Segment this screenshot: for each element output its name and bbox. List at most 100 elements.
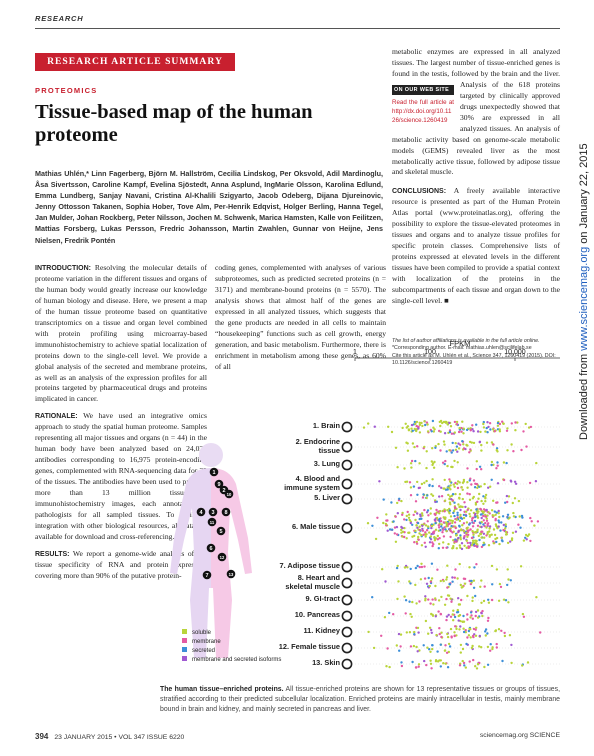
dot (485, 508, 488, 512)
dot (516, 421, 519, 424)
dot (470, 646, 474, 650)
dot (480, 525, 483, 529)
dot (460, 505, 463, 508)
dot (539, 631, 542, 634)
tissue-label: 3. Lung (248, 460, 340, 468)
dot (522, 615, 526, 618)
notice-text: Downloaded from (578, 350, 590, 440)
dot (484, 496, 487, 499)
dot (451, 493, 455, 496)
tissue-label: 11. Kidney (248, 627, 340, 635)
dot (414, 666, 418, 669)
dot (448, 583, 452, 586)
marker-label: 8 (224, 510, 227, 516)
section-lead: CONCLUSIONS: (392, 188, 447, 196)
dot (471, 541, 475, 545)
dot (429, 580, 432, 583)
dot (436, 650, 439, 653)
dot (485, 426, 488, 430)
dot (417, 535, 420, 539)
dot (396, 512, 399, 515)
dot (510, 480, 513, 483)
web-box-link[interactable]: Read the full article at http://dx.doi.o… (392, 99, 454, 124)
note: *Corresponding author. E-mail: mathias.u… (392, 345, 532, 352)
dot (498, 582, 502, 586)
dot (486, 663, 490, 666)
dot (385, 665, 388, 668)
dot (495, 646, 498, 649)
dot (456, 608, 459, 612)
dot (459, 643, 463, 647)
dot (459, 651, 462, 654)
legend-label: membrane (192, 639, 221, 645)
dot (461, 440, 464, 443)
dot (462, 620, 466, 623)
dot (427, 514, 430, 517)
dot (504, 525, 507, 528)
dot (480, 499, 483, 503)
dot (409, 567, 412, 571)
tissue-label-line: 4. Blood and (295, 474, 340, 484)
dot (465, 443, 468, 447)
dot (412, 485, 416, 488)
dot (434, 522, 437, 525)
download-notice: Downloaded from www.sciencemag.org on Ja… (578, 143, 590, 440)
tissue-label: 10. Pancreas (248, 611, 340, 619)
dot (413, 541, 416, 544)
dot (413, 630, 416, 634)
dot (416, 626, 420, 630)
dot (384, 580, 387, 583)
dot (474, 512, 477, 515)
dot (480, 516, 483, 520)
tissue-label-line: 13. Skin (312, 658, 340, 668)
dot (416, 493, 419, 496)
dot (425, 663, 428, 667)
dot (465, 527, 469, 530)
column: ON OUR WEB SITE Read the full article at… (392, 47, 560, 313)
dot (458, 524, 461, 527)
dot (474, 515, 477, 518)
dot (472, 635, 475, 639)
dot (435, 508, 438, 512)
dot (455, 539, 458, 542)
dot (429, 659, 432, 662)
legend-swatch (182, 647, 187, 652)
dot (459, 443, 462, 446)
tissue-label: 12. Female tissue (248, 643, 340, 651)
dot (428, 648, 431, 651)
notice-link[interactable]: www.sciencemag.org (578, 246, 590, 351)
dot (436, 568, 439, 571)
dot (466, 636, 469, 639)
dot (468, 566, 471, 569)
dot (468, 479, 471, 482)
marker-dot (206, 543, 216, 553)
dot (453, 576, 456, 579)
dot (463, 582, 467, 585)
dot (445, 546, 448, 549)
dot (393, 526, 397, 529)
dot (482, 532, 486, 535)
tissue-label-line: tissue (318, 445, 340, 455)
dot (438, 485, 441, 488)
section-text: We report a genome-wide analysis of the … (35, 548, 208, 580)
dot (446, 509, 449, 512)
dot (432, 466, 436, 469)
dot (413, 534, 416, 538)
dot (476, 430, 480, 433)
dot (462, 529, 466, 533)
dot (497, 628, 501, 631)
dot (415, 420, 419, 424)
dot (409, 494, 413, 497)
note: The list of author affiliations is avail… (392, 338, 540, 344)
dot (372, 646, 376, 650)
section-text: We have used an integrative omics approa… (35, 411, 207, 541)
dot (485, 517, 488, 520)
dot (486, 421, 489, 424)
dot (422, 493, 425, 496)
dot (467, 634, 471, 637)
dot (415, 645, 418, 649)
dot (445, 615, 449, 618)
marker-label: 7 (205, 573, 208, 579)
dot (371, 524, 374, 527)
dot (448, 486, 451, 489)
